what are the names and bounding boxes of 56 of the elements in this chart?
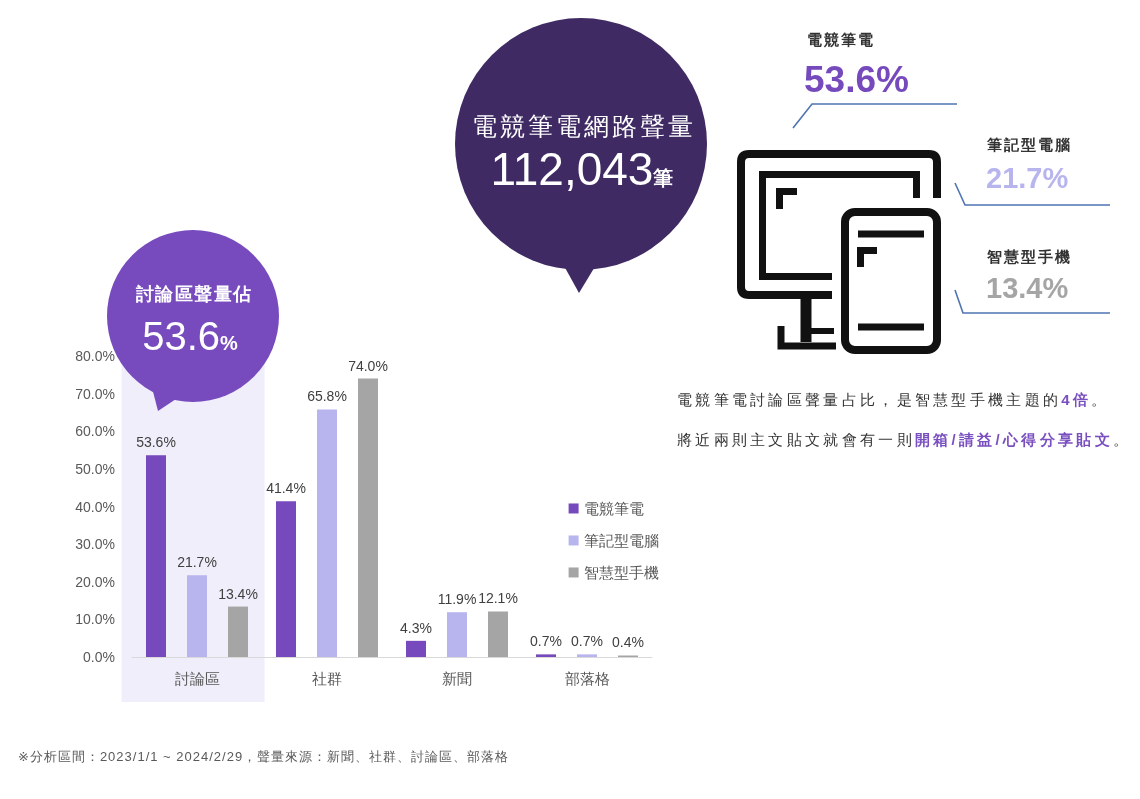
bar [276, 501, 296, 657]
text: 電競筆電網路聲量 [472, 111, 696, 141]
text: 電競筆電 [807, 31, 875, 49]
bar [447, 612, 467, 657]
text: ※分析區間：2023/1/1 ~ 2024/2/29，聲量來源：新聞、社群、討論區、部落格 [18, 748, 510, 765]
bar [577, 654, 597, 657]
text: 4倍 [1061, 391, 1092, 409]
text: 智慧型手機 [987, 248, 1072, 266]
y-tick-label: 80.0% [75, 348, 115, 364]
x-tick-label: 討論區 [174, 670, 220, 687]
data-label: 74.0% [348, 357, 388, 374]
text: 電競筆電討論區聲量占比，是智慧型手機主題的 [677, 391, 1062, 409]
text: 53.6% [804, 58, 909, 102]
text: 。 [1091, 391, 1110, 409]
y-tick-label: 70.0% [75, 385, 115, 402]
data-label: 12.1% [478, 590, 518, 607]
bar [536, 654, 556, 657]
bar [358, 378, 378, 657]
data-label: 4.3% [400, 619, 432, 636]
data-label: 11.9% [437, 591, 477, 608]
x-tick-label: 部落格 [564, 670, 610, 687]
text: 112,043筆 [490, 142, 674, 195]
bar [187, 575, 207, 657]
y-tick-label: 30.0% [75, 536, 115, 553]
y-tick-label: 50.0% [75, 460, 115, 477]
legend-label: 筆記型電腦 [583, 531, 659, 549]
text: 筆記型電腦 [987, 136, 1072, 154]
y-tick-label: 40.0% [75, 498, 115, 515]
legend-label: 智慧型手機 [583, 563, 659, 581]
data-label: 53.6% [136, 434, 176, 451]
text: 討論區聲量佔 [135, 283, 253, 305]
data-label: 65.8% [307, 388, 347, 405]
x-tick-label: 新聞 [442, 670, 472, 687]
y-tick-label: 20.0% [75, 573, 115, 590]
text: 開箱/請益/心得分享貼文 [914, 431, 1113, 449]
data-label: 0.7% [571, 633, 603, 650]
text: 13.4% [986, 272, 1069, 306]
x-tick-label: 社群 [312, 670, 342, 687]
bar [488, 611, 508, 657]
data-label: 0.7% [530, 633, 562, 650]
data-label: 13.4% [218, 585, 258, 602]
data-label: 41.4% [266, 480, 306, 497]
bar [406, 640, 426, 657]
y-tick-label: 10.0% [75, 611, 115, 628]
bar [228, 606, 248, 657]
text: 。 [1112, 431, 1132, 449]
text: 將近兩則主文貼文就會有一則 [677, 431, 915, 449]
legend-label: 電競筆電 [583, 499, 644, 517]
bar [146, 455, 166, 657]
annotation: 53.6% [142, 314, 238, 358]
text: 21.7% [986, 162, 1069, 196]
y-tick-label: 60.0% [75, 423, 115, 440]
y-tick-label: 0.0% [83, 649, 115, 665]
data-label: 21.7% [177, 554, 217, 571]
bar [317, 409, 337, 657]
data-label: 0.4% [612, 634, 644, 651]
